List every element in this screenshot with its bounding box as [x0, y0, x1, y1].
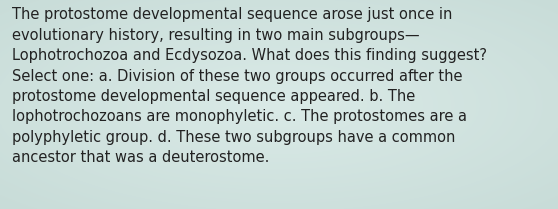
Text: The protostome developmental sequence arose just once in
evolutionary history, r: The protostome developmental sequence ar…: [12, 7, 487, 165]
